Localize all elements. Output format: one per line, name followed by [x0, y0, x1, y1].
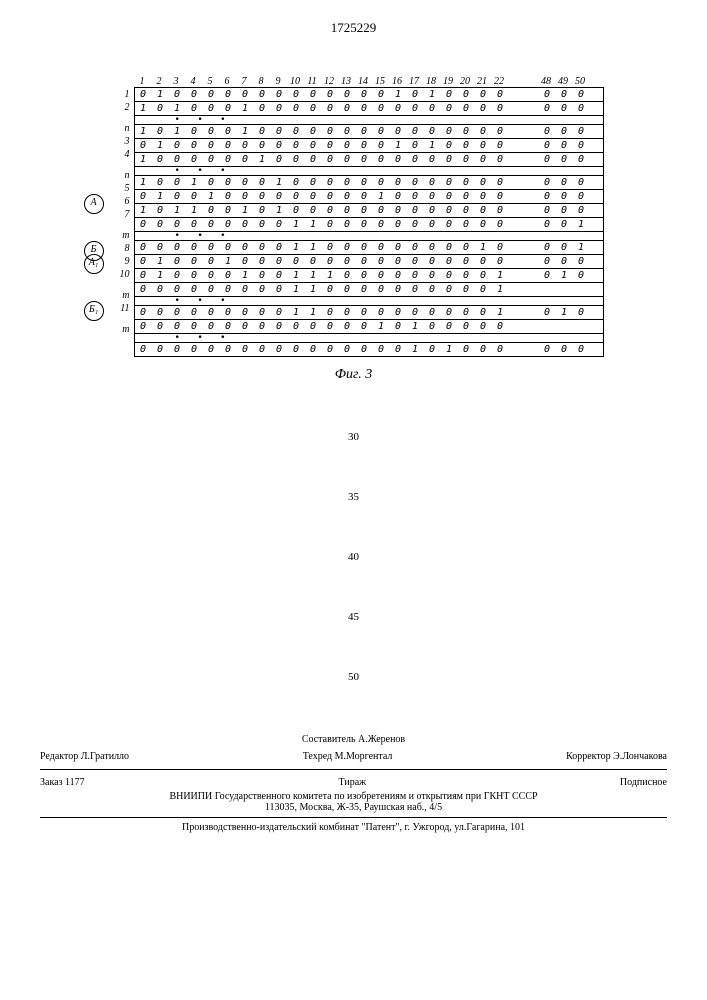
row-label: 9	[116, 256, 130, 267]
row-label: 5	[116, 183, 130, 194]
matrix-row: 1000000100000000000000000	[135, 153, 603, 167]
row-label: 4	[116, 149, 130, 160]
row-separator: • • •	[135, 167, 603, 176]
matrix-row: 1010001000000000000000000	[135, 125, 603, 139]
matrix-row: 0000000000000000101000000	[135, 343, 603, 356]
matrix-row: 0100001001110000000001010	[135, 269, 603, 283]
matrix-row: 1010001000000000000000000	[135, 102, 603, 116]
circulation: Тираж	[339, 777, 367, 788]
row-label: m	[116, 290, 130, 301]
matrix-row: 0100000000000001010000000	[135, 88, 603, 102]
row-label: 3	[116, 136, 130, 147]
corrector: Корректор Э.Лончакова	[566, 751, 667, 762]
line-number: 50	[40, 671, 667, 683]
line-number: 40	[40, 551, 667, 563]
matrix-row: 0000000001100000000010001	[135, 241, 603, 255]
figure-3: 1234567891011121314151617181920212248495…	[104, 76, 604, 357]
group-marker: А	[84, 194, 104, 214]
subscription: Подписное	[620, 777, 667, 788]
printer-line: Производственно-издательский комбинат "П…	[40, 822, 667, 833]
row-label: 11	[116, 303, 130, 314]
compiler: Составитель А.Жеренов	[302, 734, 405, 745]
tech-editor: Техред М.Моргентал	[303, 751, 393, 762]
row-label: 10	[116, 269, 130, 280]
patent-number: 1725229	[40, 20, 667, 36]
editor: Редактор Л.Гратилло	[40, 751, 129, 762]
document-footer: Составитель А.Жеренов Редактор Л.Гратилл…	[40, 731, 667, 833]
matrix-row: 0000000000000010100000	[135, 320, 603, 334]
line-number: 30	[40, 431, 667, 443]
line-number-margin: 30 35 40 45 50	[40, 431, 667, 683]
line-number: 45	[40, 611, 667, 623]
matrix-row: 0000000001100000000000001	[135, 218, 603, 232]
row-label: m	[116, 324, 130, 335]
row-separator: • • •	[135, 232, 603, 241]
order-number: Заказ 1177	[40, 777, 85, 788]
row-label: 2	[116, 102, 130, 113]
row-separator: • • •	[135, 334, 603, 343]
row-label: 8	[116, 243, 130, 254]
matrix-row: 1001000010000000000000000	[135, 176, 603, 190]
row-label: n	[116, 170, 130, 181]
row-label: 7	[116, 209, 130, 220]
row-label: 6	[116, 196, 130, 207]
matrix-row: 0100100000000010000000000	[135, 190, 603, 204]
row-separator: • • •	[135, 116, 603, 125]
matrix-row: 0100000000000001010000000	[135, 139, 603, 153]
figure-caption: Фиг. 3	[40, 367, 667, 383]
group-marker: А₁	[84, 254, 104, 274]
matrix-row: 1011001010000000000000000	[135, 204, 603, 218]
row-label: m	[116, 230, 130, 241]
matrix-row: 0100010000000000000000000	[135, 255, 603, 269]
line-number: 35	[40, 491, 667, 503]
row-separator: • • •	[135, 297, 603, 306]
publisher-line-2: 113035, Москва, Ж-35, Раушская наб., 4/5	[40, 802, 667, 813]
row-label: 1	[116, 89, 130, 100]
matrix-row: 0000000001100000000001010	[135, 306, 603, 320]
matrix-row: 0000000001100000000001	[135, 283, 603, 297]
publisher-line-1: ВНИИПИ Государственного комитета по изоб…	[40, 791, 667, 802]
group-marker: Б₁	[84, 301, 104, 321]
row-label: n	[116, 123, 130, 134]
